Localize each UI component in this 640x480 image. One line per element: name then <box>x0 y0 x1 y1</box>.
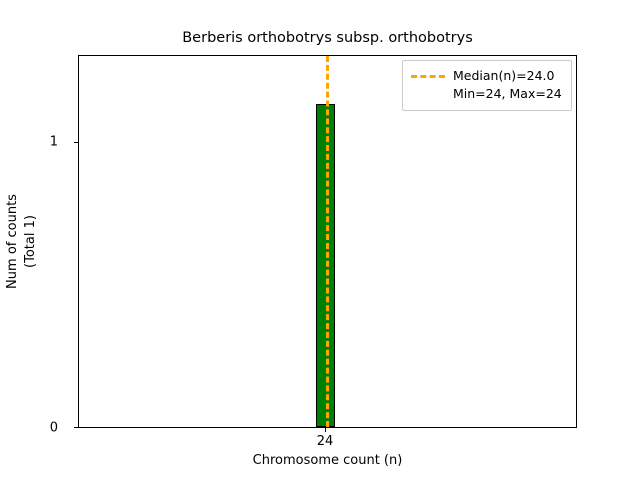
legend: Median(n)=24.0 Min=24, Max=24 <box>402 60 572 111</box>
y-tick-mark-1 <box>74 142 78 143</box>
legend-entries: Median(n)=24.0 Min=24, Max=24 <box>453 67 562 103</box>
plot-inner-surface <box>79 56 576 427</box>
x-tick-mark-24 <box>324 428 326 432</box>
y-axis-ticks <box>74 55 78 428</box>
y-axis-label-line2: (Total 1) <box>23 215 38 268</box>
y-axis-label-line1: Num of counts <box>5 194 21 289</box>
y-tick-label-1: 1 <box>49 134 58 150</box>
legend-entry-median: Median(n)=24.0 <box>453 68 555 83</box>
y-axis-label: Num of counts (Total 1) <box>0 55 44 428</box>
x-axis-label: Chromosome count (n) <box>252 453 403 468</box>
y-tick-label-0: 0 <box>49 420 58 436</box>
legend-dashed-line-icon <box>411 68 445 85</box>
y-tick-mark-0 <box>74 427 78 428</box>
plot-area <box>78 55 577 428</box>
x-axis-tick-labels: 24 <box>78 434 577 452</box>
x-tick-label-24: 24 <box>316 434 334 449</box>
page-title: Berberis orthobotrys subsp. orthobotrys <box>182 30 473 46</box>
x-axis-ticks <box>78 428 577 432</box>
legend-entry-minmax: Min=24, Max=24 <box>453 85 562 101</box>
median-line <box>325 56 329 427</box>
y-axis-tick-labels: 0 1 <box>0 55 70 436</box>
